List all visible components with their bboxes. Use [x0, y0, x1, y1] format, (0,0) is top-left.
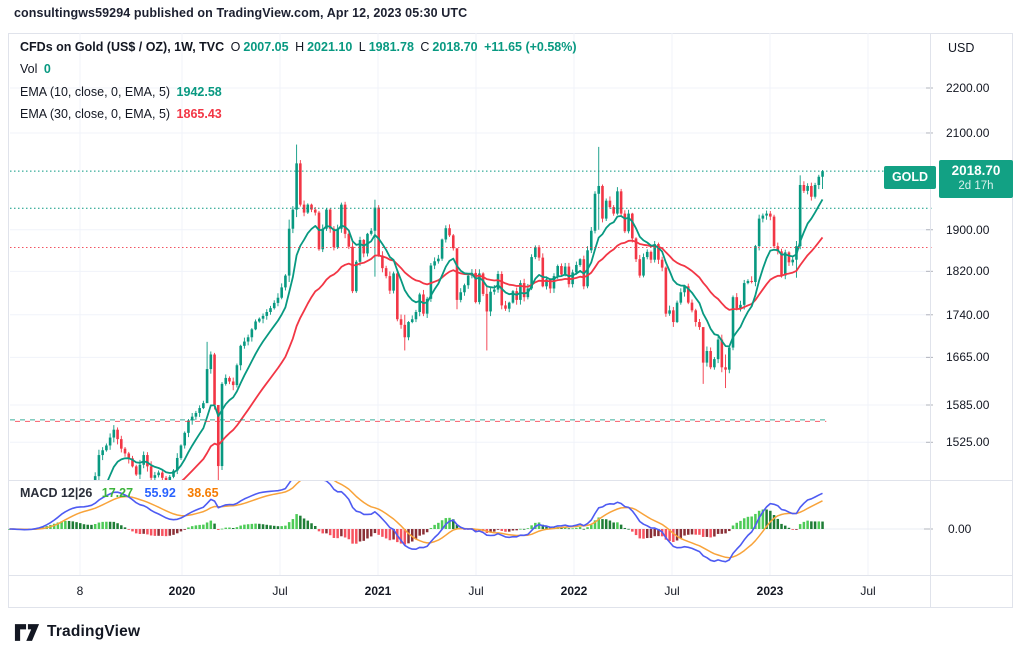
time-axis-label: 2020: [168, 584, 196, 598]
close-label: C: [420, 40, 430, 54]
pane-separator: [8, 480, 1013, 481]
time-axis-label: 8: [76, 584, 84, 598]
time-axis-separator: [8, 575, 1013, 576]
symbol-title: CFDs on Gold (US$ / OZ), 1W, TVC: [20, 40, 225, 54]
time-axis-label: 2021: [364, 584, 392, 598]
volume-legend-row[interactable]: Vol 0: [20, 62, 54, 76]
price-pane[interactable]: [8, 33, 1013, 480]
macd-line-value: 55.92: [144, 486, 176, 500]
ema30-label: EMA (30, close, 0, EMA, 5): [20, 107, 171, 121]
price-axis-label: 2100.00: [946, 125, 990, 140]
bar-countdown: 2d 17h: [958, 180, 994, 192]
low-value: 1981.78: [368, 40, 414, 54]
change-value: +11.65 (+0.58%): [484, 40, 577, 54]
open-label: O: [230, 40, 241, 54]
open-value: 2007.05: [243, 40, 289, 54]
time-axis-label: Jul: [272, 584, 288, 598]
high-label: H: [295, 40, 305, 54]
price-axis-separator: [930, 33, 931, 608]
ema30-legend-row[interactable]: EMA (30, close, 0, EMA, 5) 1865.43: [20, 107, 225, 121]
price-axis-label: 1665.00: [946, 350, 990, 365]
price-axis-label: 1740.00: [946, 307, 990, 322]
price-axis-label: 2200.00: [946, 81, 990, 95]
ema10-value: 1942.58: [176, 85, 222, 99]
price-axis-label: 1820.00: [946, 264, 990, 279]
macd-pane[interactable]: [8, 481, 1013, 575]
volume-label: Vol: [20, 62, 38, 76]
candlestick-series: [93, 144, 824, 480]
currency-label: USD: [948, 41, 975, 55]
time-axis-label: 2023: [756, 584, 784, 598]
time-axis-label: 2022: [560, 584, 588, 598]
macd-signal-line: [9, 481, 823, 559]
time-axis-label: Jul: [860, 584, 876, 598]
last-price-badge: 2018.70 2d 17h: [939, 160, 1013, 198]
brand-name: TradingView: [47, 623, 141, 640]
close-value: 2018.70: [432, 40, 478, 54]
symbol-legend-row[interactable]: CFDs on Gold (US$ / OZ), 1W, TVC O 2007.0…: [20, 40, 580, 54]
price-axis-label: 1525.00: [946, 435, 990, 450]
ema10-label: EMA (10, close, 0, EMA, 5): [20, 85, 171, 99]
time-axis-label: Jul: [468, 584, 484, 598]
low-label: L: [358, 40, 366, 54]
macd-signal-value: 38.65: [187, 486, 219, 500]
tradingview-logo-icon: [14, 623, 40, 642]
attribution-text: consultingws59294 published on TradingVi…: [14, 6, 468, 20]
price-axis-label: 1900.00: [946, 222, 990, 237]
macd-main-line: [9, 481, 823, 563]
ema10-legend-row[interactable]: EMA (10, close, 0, EMA, 5) 1942.58: [20, 85, 225, 99]
last-price-value: 2018.70: [951, 163, 1001, 178]
macd-hist-value: 17.27: [101, 486, 134, 500]
ema10-line: [107, 198, 824, 480]
macd-label: MACD 12|26: [20, 486, 93, 500]
chart-widget: [8, 33, 1013, 608]
time-axis-label: Jul: [664, 584, 680, 598]
ema30-value: 1865.43: [176, 107, 222, 121]
symbol-price-flag: GOLD: [884, 166, 936, 189]
high-value: 2021.10: [307, 40, 353, 54]
macd-zero-label: 0.00: [948, 522, 972, 536]
volume-value: 0: [43, 62, 51, 76]
price-axis-label: 1585.00: [946, 397, 990, 412]
macd-legend-row[interactable]: MACD 12|26 17.27 55.92 38.65: [20, 486, 219, 500]
footer-brand[interactable]: TradingView: [14, 620, 140, 644]
